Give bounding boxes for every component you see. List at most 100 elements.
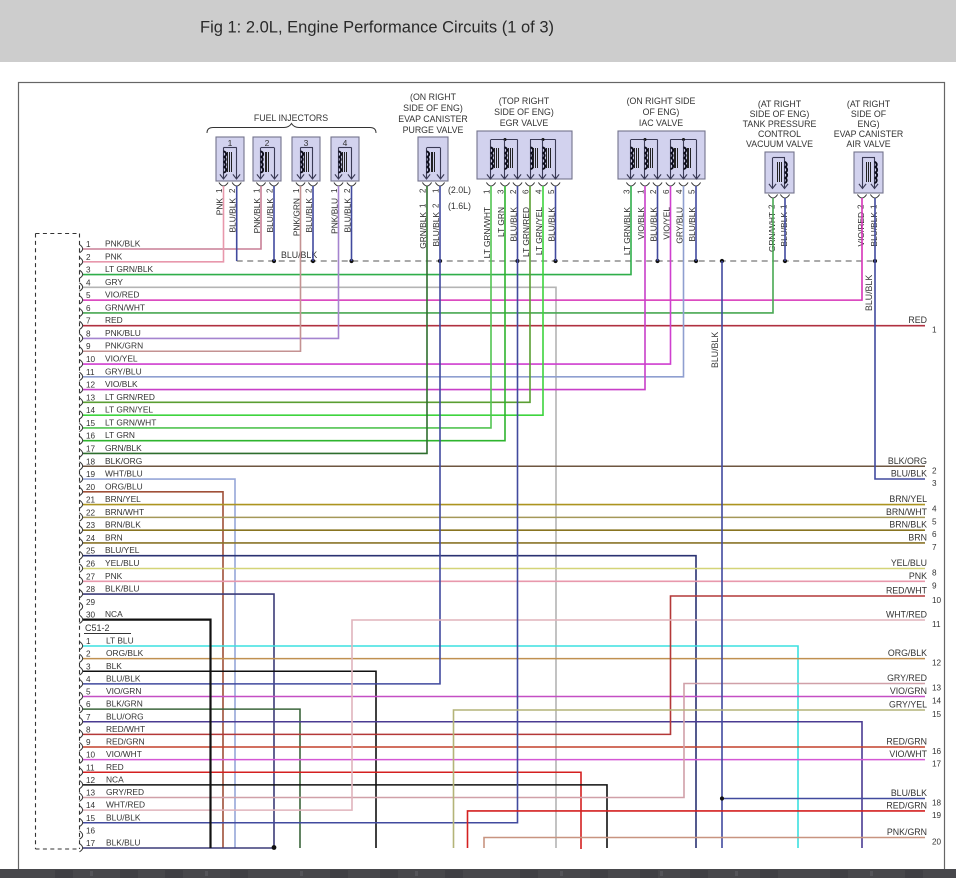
svg-text:16: 16 bbox=[932, 747, 942, 756]
svg-text:BLU/BLK: BLU/BLK bbox=[869, 212, 879, 247]
svg-text:2: 2 bbox=[266, 188, 275, 193]
svg-text:BLU/YEL: BLU/YEL bbox=[105, 545, 140, 555]
svg-text:BLU/BLK: BLU/BLK bbox=[546, 207, 556, 242]
svg-text:TANK PRESSURE: TANK PRESSURE bbox=[743, 119, 817, 129]
svg-text:3: 3 bbox=[86, 266, 91, 275]
svg-text:WHT/BLU: WHT/BLU bbox=[105, 469, 143, 479]
svg-text:LT BLU: LT BLU bbox=[106, 636, 134, 646]
svg-text:EVAP CANISTER: EVAP CANISTER bbox=[834, 129, 904, 139]
svg-text:VIO/GRN: VIO/GRN bbox=[106, 686, 141, 696]
svg-text:6: 6 bbox=[932, 530, 937, 539]
svg-text:SIDE OF ENG): SIDE OF ENG) bbox=[494, 107, 554, 117]
svg-text:1: 1 bbox=[86, 637, 91, 646]
svg-text:2: 2 bbox=[649, 189, 658, 194]
svg-text:18: 18 bbox=[86, 457, 96, 466]
svg-text:GRY/YEL: GRY/YEL bbox=[889, 700, 927, 710]
svg-text:2: 2 bbox=[228, 188, 237, 193]
svg-text:PNK/BLK: PNK/BLK bbox=[252, 198, 262, 234]
svg-text:VIO/GRN: VIO/GRN bbox=[890, 686, 927, 696]
svg-text:29: 29 bbox=[86, 598, 96, 607]
svg-text:CONTROL: CONTROL bbox=[758, 129, 801, 139]
svg-text:BLU/BLK: BLU/BLK bbox=[304, 198, 314, 233]
svg-text:BLU/BLK: BLU/BLK bbox=[265, 198, 275, 233]
svg-text:YEL/BLU: YEL/BLU bbox=[891, 558, 927, 568]
svg-text:NCA: NCA bbox=[105, 609, 123, 619]
svg-text:LT GRN/RED: LT GRN/RED bbox=[521, 207, 531, 257]
svg-text:6: 6 bbox=[86, 304, 91, 313]
svg-text:PNK/GRN: PNK/GRN bbox=[105, 341, 143, 351]
svg-text:LT GRN/YEL: LT GRN/YEL bbox=[105, 405, 153, 415]
svg-text:PNK/BLU: PNK/BLU bbox=[329, 198, 339, 234]
svg-text:(AT RIGHT: (AT RIGHT bbox=[758, 99, 802, 109]
svg-text:1: 1 bbox=[253, 188, 262, 193]
svg-text:RED/GRN: RED/GRN bbox=[886, 737, 927, 747]
svg-text:SIDE OF ENG): SIDE OF ENG) bbox=[403, 103, 463, 113]
svg-text:24: 24 bbox=[86, 534, 96, 543]
svg-text:4: 4 bbox=[86, 278, 91, 287]
svg-text:GRN/WHT: GRN/WHT bbox=[105, 302, 145, 312]
svg-text:16: 16 bbox=[86, 826, 96, 835]
svg-text:(1.6L): (1.6L) bbox=[448, 201, 471, 211]
svg-text:LT GRN/WHT: LT GRN/WHT bbox=[105, 417, 156, 427]
svg-text:BLU/ORG: BLU/ORG bbox=[106, 711, 144, 721]
svg-text:3: 3 bbox=[304, 138, 309, 148]
svg-text:3: 3 bbox=[497, 189, 506, 194]
svg-text:2: 2 bbox=[86, 650, 91, 659]
svg-text:12: 12 bbox=[86, 381, 96, 390]
svg-text:BLU/BLK: BLU/BLK bbox=[710, 332, 720, 368]
svg-text:BRN/YEL: BRN/YEL bbox=[105, 494, 141, 504]
svg-text:1: 1 bbox=[330, 188, 339, 193]
svg-text:VIO/RED: VIO/RED bbox=[856, 212, 866, 246]
svg-text:WHT/RED: WHT/RED bbox=[106, 800, 145, 810]
svg-text:2: 2 bbox=[509, 189, 518, 194]
svg-text:YEL/BLU: YEL/BLU bbox=[105, 558, 139, 568]
svg-text:NCA: NCA bbox=[106, 774, 124, 784]
svg-text:LT GRN/YEL: LT GRN/YEL bbox=[534, 207, 544, 255]
svg-text:BLU/BLK: BLU/BLK bbox=[648, 207, 658, 242]
svg-text:RED/WHT: RED/WHT bbox=[106, 724, 145, 734]
svg-text:(AT RIGHT: (AT RIGHT bbox=[847, 99, 891, 109]
svg-text:5: 5 bbox=[932, 517, 937, 526]
svg-text:SIDE OF ENG): SIDE OF ENG) bbox=[750, 109, 810, 119]
svg-text:13: 13 bbox=[86, 789, 96, 798]
svg-text:14: 14 bbox=[932, 697, 942, 706]
svg-text:GRN/BLK: GRN/BLK bbox=[105, 443, 142, 453]
svg-text:5: 5 bbox=[688, 189, 697, 194]
svg-text:GRY/BLU: GRY/BLU bbox=[674, 207, 684, 244]
svg-text:10: 10 bbox=[86, 751, 96, 760]
svg-text:19: 19 bbox=[86, 470, 96, 479]
svg-text:2: 2 bbox=[343, 188, 352, 193]
svg-text:BRN/BLK: BRN/BLK bbox=[889, 520, 927, 530]
svg-text:10: 10 bbox=[932, 596, 942, 605]
svg-text:BRN/WHT: BRN/WHT bbox=[886, 507, 928, 517]
svg-text:BLU/BLK: BLU/BLK bbox=[342, 198, 352, 233]
svg-text:25: 25 bbox=[86, 547, 96, 556]
svg-text:18: 18 bbox=[932, 799, 942, 808]
svg-text:BLU/BLK: BLU/BLK bbox=[228, 198, 238, 233]
svg-text:2: 2 bbox=[768, 204, 777, 209]
svg-text:RED: RED bbox=[908, 315, 927, 325]
svg-text:FUEL INJECTORS: FUEL INJECTORS bbox=[254, 113, 328, 123]
svg-text:GRY/RED: GRY/RED bbox=[887, 673, 927, 683]
svg-text:VIO/YEL: VIO/YEL bbox=[105, 354, 138, 364]
svg-text:RED: RED bbox=[105, 315, 123, 325]
svg-text:PNK/GRN: PNK/GRN bbox=[291, 198, 301, 236]
svg-text:26: 26 bbox=[86, 560, 96, 569]
svg-text:5: 5 bbox=[86, 688, 91, 697]
svg-text:(ON RIGHT SIDE: (ON RIGHT SIDE bbox=[627, 96, 696, 106]
svg-text:1: 1 bbox=[292, 188, 301, 193]
svg-text:4: 4 bbox=[535, 189, 544, 194]
svg-text:ORG/BLU: ORG/BLU bbox=[105, 481, 143, 491]
svg-text:19: 19 bbox=[932, 811, 942, 820]
svg-text:5: 5 bbox=[547, 189, 556, 194]
svg-text:ENG): ENG) bbox=[858, 119, 880, 129]
svg-text:PURGE VALVE: PURGE VALVE bbox=[403, 125, 464, 135]
svg-text:AIR VALVE: AIR VALVE bbox=[846, 139, 890, 149]
svg-text:VIO/YEL: VIO/YEL bbox=[661, 207, 671, 240]
svg-text:1: 1 bbox=[419, 203, 428, 208]
svg-text:9: 9 bbox=[932, 581, 937, 590]
svg-text:LT GRN: LT GRN bbox=[105, 430, 135, 440]
svg-text:4: 4 bbox=[343, 138, 348, 148]
svg-text:9: 9 bbox=[86, 342, 91, 351]
svg-text:RED/WHT: RED/WHT bbox=[886, 586, 928, 596]
